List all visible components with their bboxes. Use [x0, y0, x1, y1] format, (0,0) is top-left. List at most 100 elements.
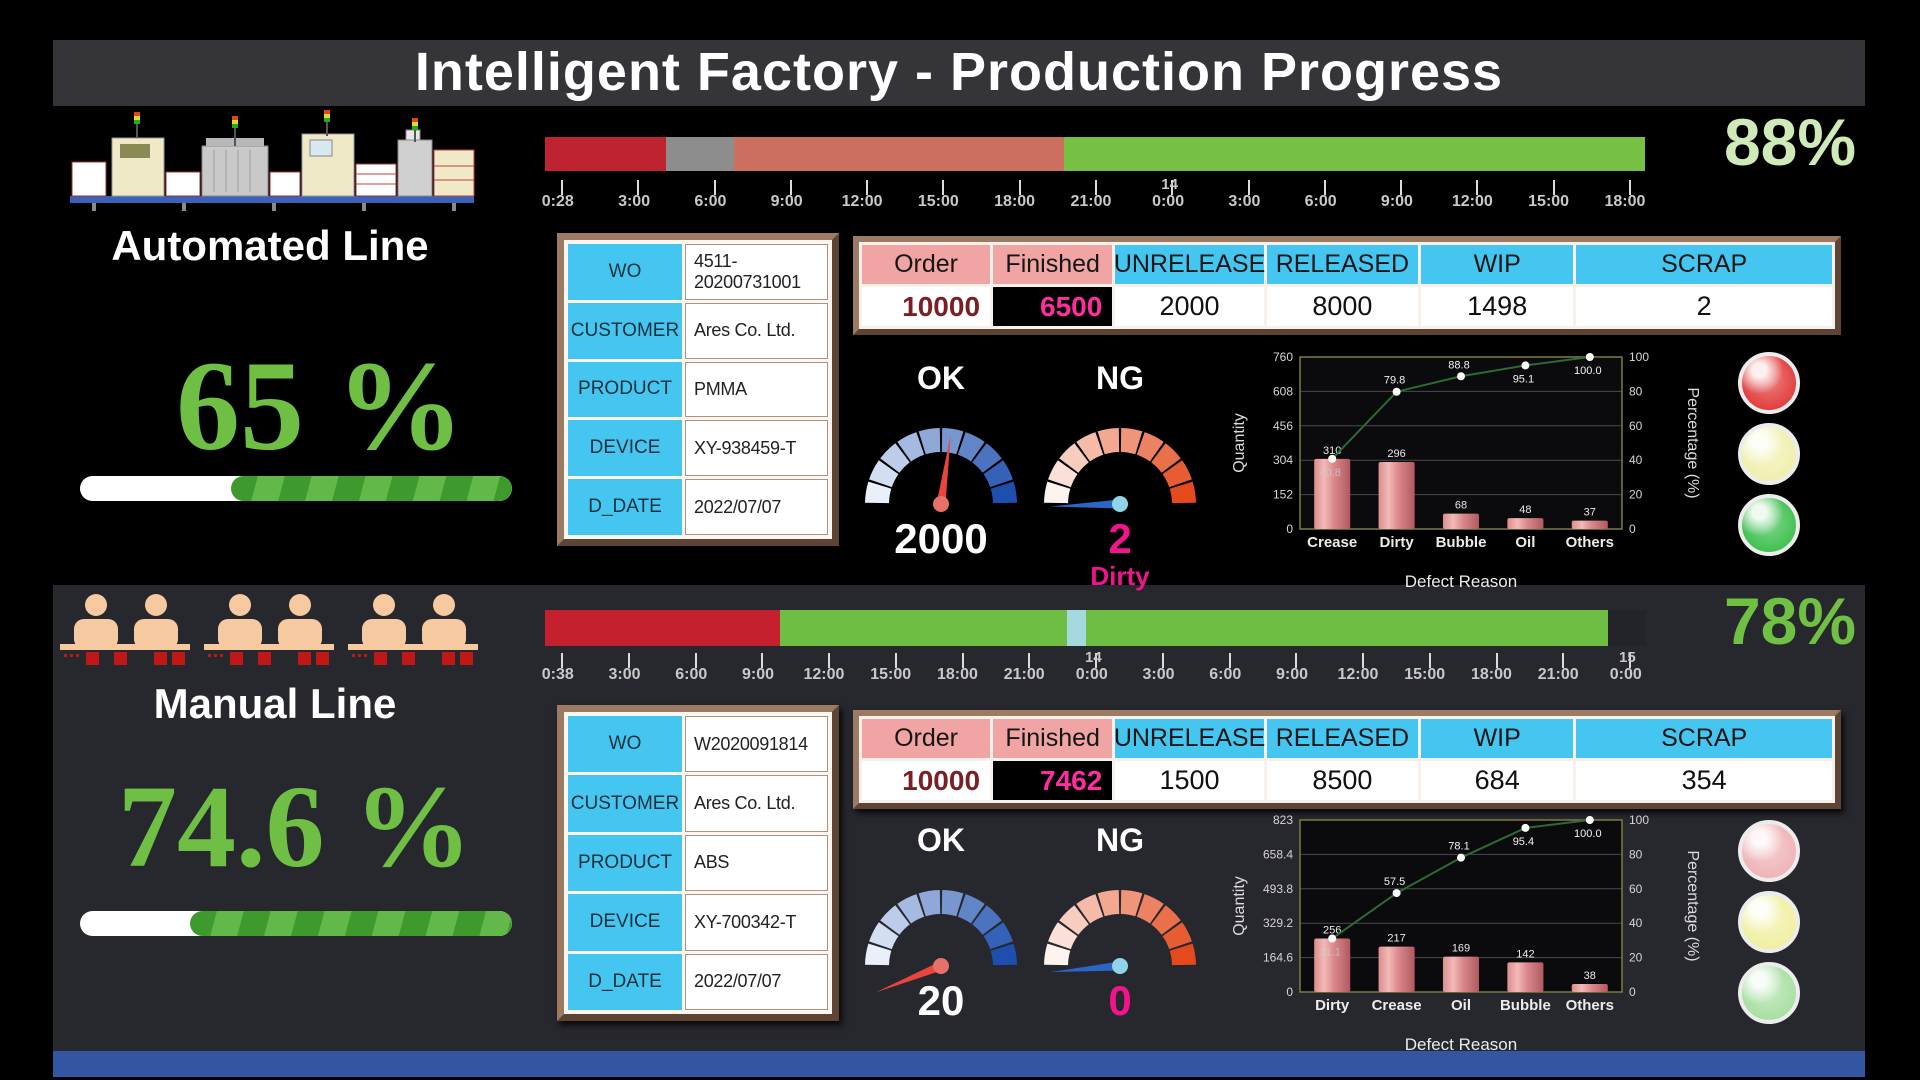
automated-line-overall-percent: 88%: [1723, 105, 1857, 179]
y-tick-label: 164.6: [1263, 951, 1293, 965]
gauge-arc-segment: [957, 432, 985, 462]
gauge-hub: [1112, 958, 1128, 974]
gauge-arc-segment: [869, 922, 899, 950]
gauge-arc-segment: [1151, 905, 1181, 935]
ng-gauge-label: NG: [1096, 822, 1144, 858]
cumulative-value-label: 79.8: [1384, 375, 1405, 387]
y-tick-label: 0: [1286, 985, 1293, 999]
x-category-label: Bubble: [1500, 997, 1551, 1014]
info-label: D_DATE: [568, 479, 682, 535]
pareto-bar: [1571, 520, 1608, 529]
cumulative-value-label: 95.1: [1513, 373, 1534, 385]
y2-tick-label: 20: [1629, 488, 1643, 502]
automated-progress-fill: [231, 476, 512, 501]
tick-label: 3:00: [608, 666, 641, 683]
gauge-arc-segment: [1162, 460, 1192, 488]
ok-gauge-label: OK: [917, 360, 965, 396]
bar-value-label: 37: [1584, 507, 1596, 519]
y2-tick-label: 20: [1629, 951, 1643, 965]
x-category-label: Others: [1566, 997, 1614, 1014]
order-col-header: WIP: [1421, 245, 1574, 284]
tick-mark: [1095, 180, 1097, 195]
tick-mark: [1095, 653, 1097, 668]
cumulative-point: [1585, 816, 1594, 824]
info-label: DEVICE: [568, 894, 682, 951]
y-axis-label: Quantity: [1231, 876, 1248, 936]
manual-progress-bar: [80, 911, 512, 936]
tick-mark: [1400, 180, 1403, 195]
manual-order-table: Order Finished UNRELEASE RELEASED WIP SCRAP 10…: [853, 710, 1841, 809]
y2-tick-label: 80: [1629, 384, 1643, 398]
y2-tick-label: 60: [1629, 419, 1643, 433]
gauge-arc-segment: [1097, 428, 1120, 455]
cumulative-point: [1328, 934, 1337, 943]
y-tick-label: 658.4: [1263, 847, 1293, 861]
y2-tick-label: 0: [1629, 985, 1636, 999]
y-tick-label: 0: [1286, 522, 1293, 536]
gauge-arc-segment: [1044, 943, 1071, 966]
order-cell-value: 1500: [1115, 761, 1264, 800]
order-col-header: SCRAP: [1576, 719, 1832, 758]
info-label: CUSTOMER: [568, 302, 682, 359]
x-category-label: Dirty: [1380, 534, 1415, 551]
gauge-arc-segment: [1076, 432, 1104, 462]
pareto-bar: [1507, 518, 1544, 529]
tick-label: 12:00: [1451, 193, 1493, 210]
tick-mark: [1247, 180, 1250, 195]
info-value: 2022/07/07: [685, 953, 828, 1010]
tick-label: 18:00: [936, 666, 978, 683]
factory-line-graphic: [70, 110, 475, 211]
tick-label: 12:00: [803, 666, 845, 683]
tick-label: 0:00: [1609, 666, 1642, 683]
ok-gauge-label: OK: [917, 822, 965, 858]
x-category-label: Oil: [1515, 534, 1535, 551]
automated-ng-gauge: NG 2 Dirty: [1028, 360, 1212, 592]
manual-ng-gauge: NG 0: [1028, 822, 1212, 1024]
tick-mark: [789, 180, 792, 195]
x-axis-label: Defect Reason: [1405, 572, 1517, 591]
gauge-arc-segment: [990, 943, 1017, 966]
gauge-needle: [876, 961, 943, 993]
tick-label: 15:00: [1404, 666, 1446, 683]
gauge-arc-segment: [1136, 432, 1164, 462]
tick-mark: [894, 653, 897, 668]
timeline-segment: [545, 137, 666, 171]
gauge-arc-segment: [1169, 481, 1196, 504]
tick-mark: [694, 653, 697, 668]
info-value: Ares Co. Ltd.: [685, 775, 828, 832]
tick-label: 0:00: [1152, 193, 1185, 210]
x-category-label: Oil: [1451, 997, 1471, 1014]
ng-top-defect-label: Dirty: [1090, 561, 1150, 591]
pareto-bar: [1442, 956, 1480, 992]
tick-label: 21:00: [1537, 666, 1579, 683]
green-light: [1738, 962, 1800, 1024]
gauge-arc-segment: [1044, 481, 1071, 504]
ok-gauge-value: 2000: [894, 515, 988, 562]
cumulative-point: [1585, 353, 1594, 361]
info-label: PRODUCT: [568, 834, 682, 892]
manual-line-workers-graphic: [60, 594, 478, 665]
tick-label: 12:00: [1337, 666, 1379, 683]
tick-label: 18:00: [1470, 666, 1512, 683]
gauge-arc-segment: [1048, 460, 1078, 488]
tick-label: 3:00: [618, 193, 651, 210]
order-cell-value: 7462: [993, 761, 1113, 800]
cumulative-point: [1328, 454, 1337, 463]
pareto-bar: [1571, 984, 1608, 992]
tick-mark: [942, 180, 945, 195]
cumulative-value-label: 95.4: [1513, 836, 1534, 848]
order-cell-value: 10000: [862, 761, 991, 800]
manual-line-overall-percent: 78%: [1723, 584, 1857, 658]
bar-value-label: 38: [1584, 970, 1596, 982]
gauge-arc-segment: [1048, 922, 1078, 950]
y2-tick-label: 80: [1629, 847, 1643, 861]
order-cell-value: 2: [1576, 287, 1832, 326]
tick-mark: [1428, 653, 1431, 668]
cumulative-point: [1392, 387, 1401, 396]
order-cell-value: 2000: [1115, 287, 1264, 326]
gauge-hub: [933, 496, 949, 512]
bottom-accent-strip: [53, 1051, 1865, 1077]
gauge-arc-segment: [1120, 428, 1143, 455]
cumulative-point: [1521, 823, 1530, 832]
